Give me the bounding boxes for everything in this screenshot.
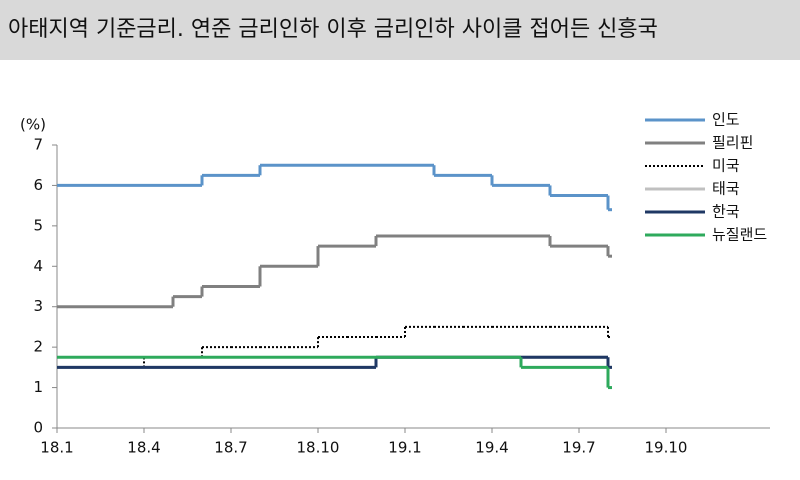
legend-label: 필리핀 <box>712 134 753 152</box>
y-tick-label: 4 <box>33 257 43 275</box>
legend-label: 인도 <box>712 111 740 129</box>
y-tick-label: 2 <box>33 338 43 356</box>
legend-label: 한국 <box>712 203 740 221</box>
legend-label: 뉴질랜드 <box>712 226 767 244</box>
y-unit: (%) <box>20 116 46 134</box>
y-tick-label: 3 <box>33 297 43 315</box>
chart-title: 아태지역 기준금리. 연준 금리인하 이후 금리인하 사이클 접어든 신흥국 <box>8 17 658 42</box>
x-tick-label: 19.10 <box>645 439 688 457</box>
x-tick-label: 19.7 <box>562 439 595 457</box>
x-tick-label: 18.4 <box>127 439 160 457</box>
y-tick-label: 7 <box>33 136 43 154</box>
y-tick-label: 5 <box>33 216 43 234</box>
x-tick-label: 19.4 <box>475 439 508 457</box>
x-tick-label: 18.1 <box>40 439 73 457</box>
y-tick-label: 6 <box>33 176 43 194</box>
x-tick-label: 18.10 <box>297 439 340 457</box>
x-tick-label: 19.1 <box>388 439 421 457</box>
legend-label: 미국 <box>712 157 740 175</box>
y-tick-label: 0 <box>33 419 43 437</box>
x-tick-label: 18.7 <box>214 439 247 457</box>
title-band <box>0 0 800 60</box>
y-tick-label: 1 <box>33 378 43 396</box>
legend-label: 태국 <box>712 180 740 198</box>
